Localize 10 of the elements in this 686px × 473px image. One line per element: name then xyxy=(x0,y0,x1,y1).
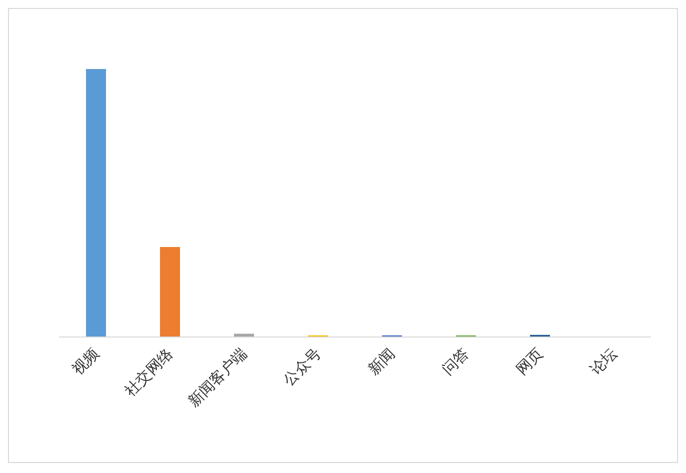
x-tick-label: 论坛 xyxy=(586,344,620,379)
x-tick-label: 社交网络 xyxy=(121,344,176,400)
bar xyxy=(86,69,106,337)
x-tick-label: 问答 xyxy=(438,344,472,379)
x-tick-label: 公众号 xyxy=(280,344,324,390)
x-tick-label: 网页 xyxy=(512,344,546,379)
bar xyxy=(160,246,180,337)
x-tick-label: 新闻 xyxy=(364,344,398,379)
x-tick-label: 视频 xyxy=(68,344,102,379)
x-tick-label: 新闻客户端 xyxy=(184,344,250,410)
